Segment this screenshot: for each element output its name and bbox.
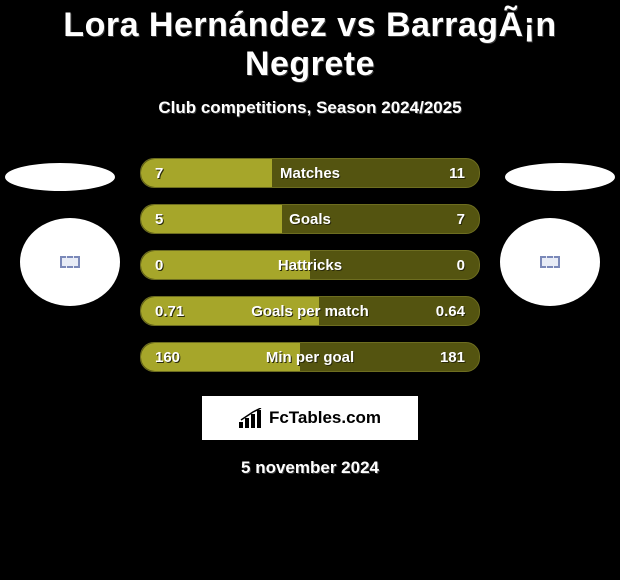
date-label: 5 november 2024 (0, 458, 620, 478)
stat-bar-left-fill (141, 251, 310, 279)
stat-bar: 160181Min per goal (140, 342, 480, 372)
logo-text: FcTables.com (269, 408, 381, 428)
image-placeholder-icon (540, 256, 560, 268)
stat-bar-left-fill (141, 343, 300, 371)
stat-bar-left-fill (141, 205, 282, 233)
stat-bar-left-fill (141, 297, 319, 325)
stat-bar-right-value: 7 (457, 205, 465, 233)
subtitle: Club competitions, Season 2024/2025 (0, 98, 620, 118)
stat-bar-right-value: 0.64 (436, 297, 465, 325)
stat-bar-right-value: 0 (457, 251, 465, 279)
left-player-avatar (20, 218, 120, 306)
stat-bar-left-fill (141, 159, 272, 187)
site-logo: FcTables.com (202, 396, 418, 440)
stat-bar: 00Hattricks (140, 250, 480, 280)
stat-bar: 0.710.64Goals per match (140, 296, 480, 326)
right-player-avatar (500, 218, 600, 306)
stat-bar-right-value: 181 (440, 343, 465, 371)
stat-bars: 711Matches 57Goals 00Hattricks 0.710.64Goal… (140, 158, 480, 388)
comparison-area: 711Matches 57Goals 00Hattricks 0.710.64Goal… (0, 158, 620, 378)
image-placeholder-icon (60, 256, 80, 268)
stat-bar: 711Matches (140, 158, 480, 188)
bar-chart-icon (239, 408, 265, 428)
stat-bar: 57Goals (140, 204, 480, 234)
stat-bar-right-value: 11 (449, 159, 465, 187)
right-player-ellipse (505, 163, 615, 191)
left-player-ellipse (5, 163, 115, 191)
page-title: Lora Hernández vs BarragÃ¡n Negrete (0, 0, 620, 84)
